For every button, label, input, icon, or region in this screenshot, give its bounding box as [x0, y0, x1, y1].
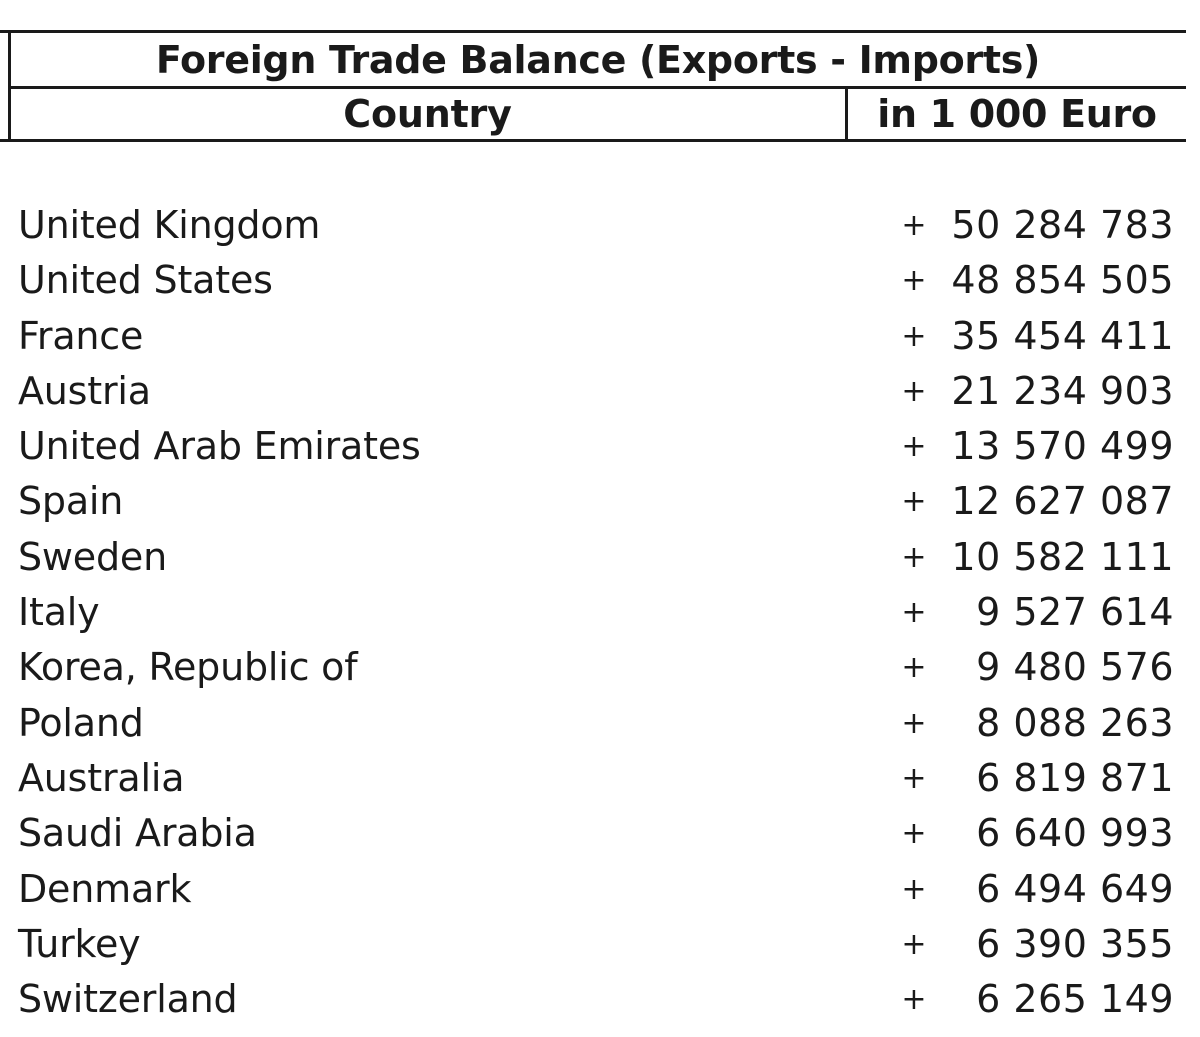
value-cell: 10 582 111 — [951, 534, 1174, 579]
value-cell: 12 627 087 — [951, 479, 1174, 524]
sign-cell: + — [901, 373, 927, 409]
sign-cell: + — [901, 429, 927, 465]
country-cell: United Kingdom — [18, 203, 321, 247]
column-header-country: Country — [343, 92, 512, 136]
sign-cell: + — [901, 871, 927, 907]
country-cell: United Arab Emirates — [18, 424, 421, 469]
country-cell: Spain — [18, 479, 124, 524]
value-cell: 8 088 263 — [976, 700, 1174, 745]
table-row: United Kingdom +50 284 783 — [0, 198, 1200, 253]
sign-cell: + — [901, 595, 927, 631]
sign-cell: + — [901, 650, 927, 686]
value-cell: 13 570 499 — [951, 424, 1174, 469]
table-row: Denmark +6 494 649 — [0, 862, 1200, 917]
table-row: United Arab Emirates +13 570 499 — [0, 419, 1200, 474]
table-row: Turkey +6 390 355 — [0, 917, 1200, 972]
country-cell: United States — [18, 258, 273, 303]
country-cell: Switzerland — [18, 977, 238, 1022]
value-cell: 9 480 576 — [976, 645, 1174, 690]
country-cell: Denmark — [18, 866, 192, 911]
table-row: France +35 454 411 — [0, 309, 1200, 364]
table-row: Italy +9 527 614 — [0, 585, 1200, 640]
value-cell: 6 640 993 — [976, 811, 1174, 856]
value-cell: 35 454 411 — [951, 313, 1174, 358]
sign-cell: + — [901, 760, 927, 796]
table-row: Austria +21 234 903 — [0, 364, 1200, 419]
country-cell: Saudi Arabia — [18, 811, 257, 856]
sign-cell: + — [901, 705, 927, 741]
header-middle-rule — [8, 86, 1186, 89]
country-cell: Sweden — [18, 534, 167, 579]
sign-cell: + — [901, 484, 927, 520]
value-cell: 6 390 355 — [976, 921, 1174, 966]
country-cell: Korea, Republic of — [18, 645, 358, 690]
table-row: Poland +8 088 263 — [0, 696, 1200, 751]
country-cell: Turkey — [18, 921, 141, 966]
header-left-border — [8, 30, 11, 142]
header-bottom-rule — [0, 139, 1186, 142]
table-header: Foreign Trade Balance (Exports - Imports… — [0, 30, 1186, 142]
country-cell: Austria — [18, 368, 151, 413]
value-cell: 48 854 505 — [951, 258, 1174, 303]
header-top-rule — [0, 30, 1186, 33]
sign-cell: + — [901, 208, 927, 243]
value-cell: 6 819 871 — [976, 755, 1174, 800]
country-cell: France — [18, 313, 144, 358]
sign-cell: + — [901, 318, 927, 354]
table-row: Korea, Republic of +9 480 576 — [0, 640, 1200, 695]
table-row: United States +48 854 505 — [0, 253, 1200, 308]
value-cell: 21 234 903 — [951, 368, 1174, 413]
sign-cell: + — [901, 816, 927, 852]
table-body: United Kingdom +50 284 783 United States +4… — [0, 198, 1200, 1027]
value-cell: 9 527 614 — [976, 590, 1174, 635]
table-title: Foreign Trade Balance (Exports - Imports… — [155, 38, 1041, 82]
country-cell: Italy — [18, 590, 100, 635]
header-column-divider — [845, 86, 848, 142]
table-row: Switzerland +6 265 149 — [0, 972, 1200, 1027]
value-cell: 50 284 783 — [951, 203, 1174, 247]
sign-cell: + — [901, 263, 927, 299]
table-row: Sweden +10 582 111 — [0, 530, 1200, 585]
table-row: Australia +6 819 871 — [0, 751, 1200, 806]
value-cell: 6 494 649 — [976, 866, 1174, 911]
country-cell: Poland — [18, 700, 144, 745]
sign-cell: + — [901, 982, 927, 1018]
sign-cell: + — [901, 539, 927, 575]
country-cell: Australia — [18, 755, 185, 800]
value-cell: 6 265 149 — [976, 977, 1174, 1022]
table-row: Saudi Arabia +6 640 993 — [0, 806, 1200, 861]
column-header-value: in 1 000 Euro — [877, 92, 1157, 136]
sign-cell: + — [901, 926, 927, 962]
table-row: Spain +12 627 087 — [0, 474, 1200, 529]
